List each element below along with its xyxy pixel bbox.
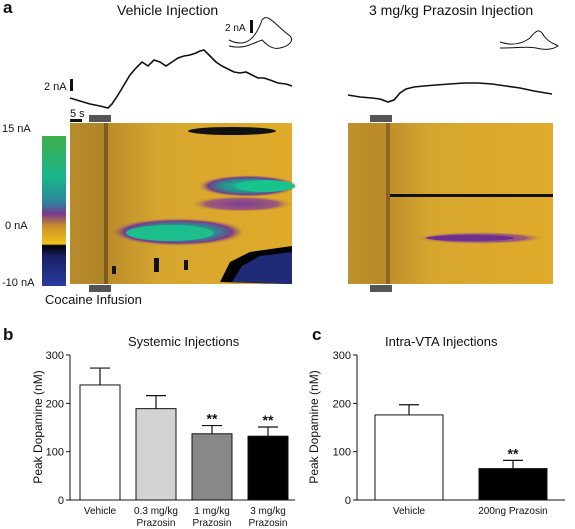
intra-vta-title: Intra-VTA Injections <box>385 334 498 349</box>
inset-scale-label: 2 nA <box>225 23 246 34</box>
bar <box>374 414 444 501</box>
panel-a-figure: 15 nA 0 nA -10 nA 2 nA 5 s 2 nA <box>2 17 559 292</box>
vehicle-color-plot <box>70 123 298 284</box>
y-tick-label: 200 <box>46 398 64 410</box>
vehicle-voltammogram <box>228 17 293 49</box>
infusion-marker-right-top <box>370 115 392 122</box>
y-tick-label: 0 <box>345 495 351 507</box>
bar <box>191 433 233 501</box>
time-scale-label: 5 s <box>70 108 85 120</box>
x-tick-label: Vehicle <box>84 506 117 517</box>
y-axis-label: Peak Dopamine (nM) <box>31 370 45 483</box>
y-tick-label: 0 <box>58 495 64 507</box>
bar <box>478 468 548 501</box>
infusion-marker-left-top <box>89 115 111 122</box>
prazosin-voltammogram <box>499 30 559 50</box>
prazosin-color-plot <box>348 123 553 284</box>
prazosin-injection-title: 3 mg/kg Prazosin Injection <box>369 2 534 18</box>
cocaine-infusion-label: Cocaine Infusion <box>45 292 142 307</box>
significance-marker: ** <box>263 412 274 428</box>
infusion-marker-right-bottom <box>370 285 392 292</box>
y-tick-label: 300 <box>333 350 351 362</box>
vehicle-injection-title: Vehicle Injection <box>117 2 219 18</box>
x-tick-label: 200ng Prazosin <box>478 506 548 517</box>
prazosin-current-trace <box>347 82 553 103</box>
time-scale-bar <box>70 119 82 122</box>
trace-scale-label: 2 nA <box>44 81 67 93</box>
panel-b-letter: b <box>3 325 14 344</box>
colorbar-label-mid: 0 nA <box>5 220 28 232</box>
inset-scale-bar <box>250 20 253 33</box>
x-tick-label: Prazosin <box>137 518 176 529</box>
y-tick-label: 100 <box>46 447 64 459</box>
x-tick-label: 0.3 mg/kg <box>134 506 178 517</box>
y-tick-label: 300 <box>46 350 64 362</box>
panel-a-letter: a <box>3 0 13 17</box>
bar <box>135 408 177 501</box>
y-tick-label: 200 <box>333 398 351 410</box>
x-tick-label: Prazosin <box>193 518 232 529</box>
trace-scale-bar <box>70 79 73 91</box>
bar <box>247 435 289 501</box>
y-tick-label: 100 <box>333 447 351 459</box>
infusion-marker-left-bottom <box>89 285 111 292</box>
colorbar <box>42 136 66 286</box>
colorbar-label-bottom: -10 nA <box>2 277 35 289</box>
vehicle-current-trace <box>69 49 293 109</box>
bar <box>79 384 121 501</box>
x-tick-label: Vehicle <box>393 506 426 517</box>
y-axis-label: Peak Dopamine (nM) <box>307 370 321 483</box>
colorbar-label-top: 15 nA <box>2 123 31 135</box>
x-tick-label: 1 mg/kg <box>194 506 230 517</box>
panel-c-letter: c <box>312 325 322 344</box>
x-tick-label: Prazosin <box>249 518 288 529</box>
systemic-title: Systemic Injections <box>128 334 240 349</box>
x-tick-label: 3 mg/kg <box>250 506 286 517</box>
significance-marker: ** <box>207 411 218 427</box>
significance-marker: ** <box>508 445 519 461</box>
